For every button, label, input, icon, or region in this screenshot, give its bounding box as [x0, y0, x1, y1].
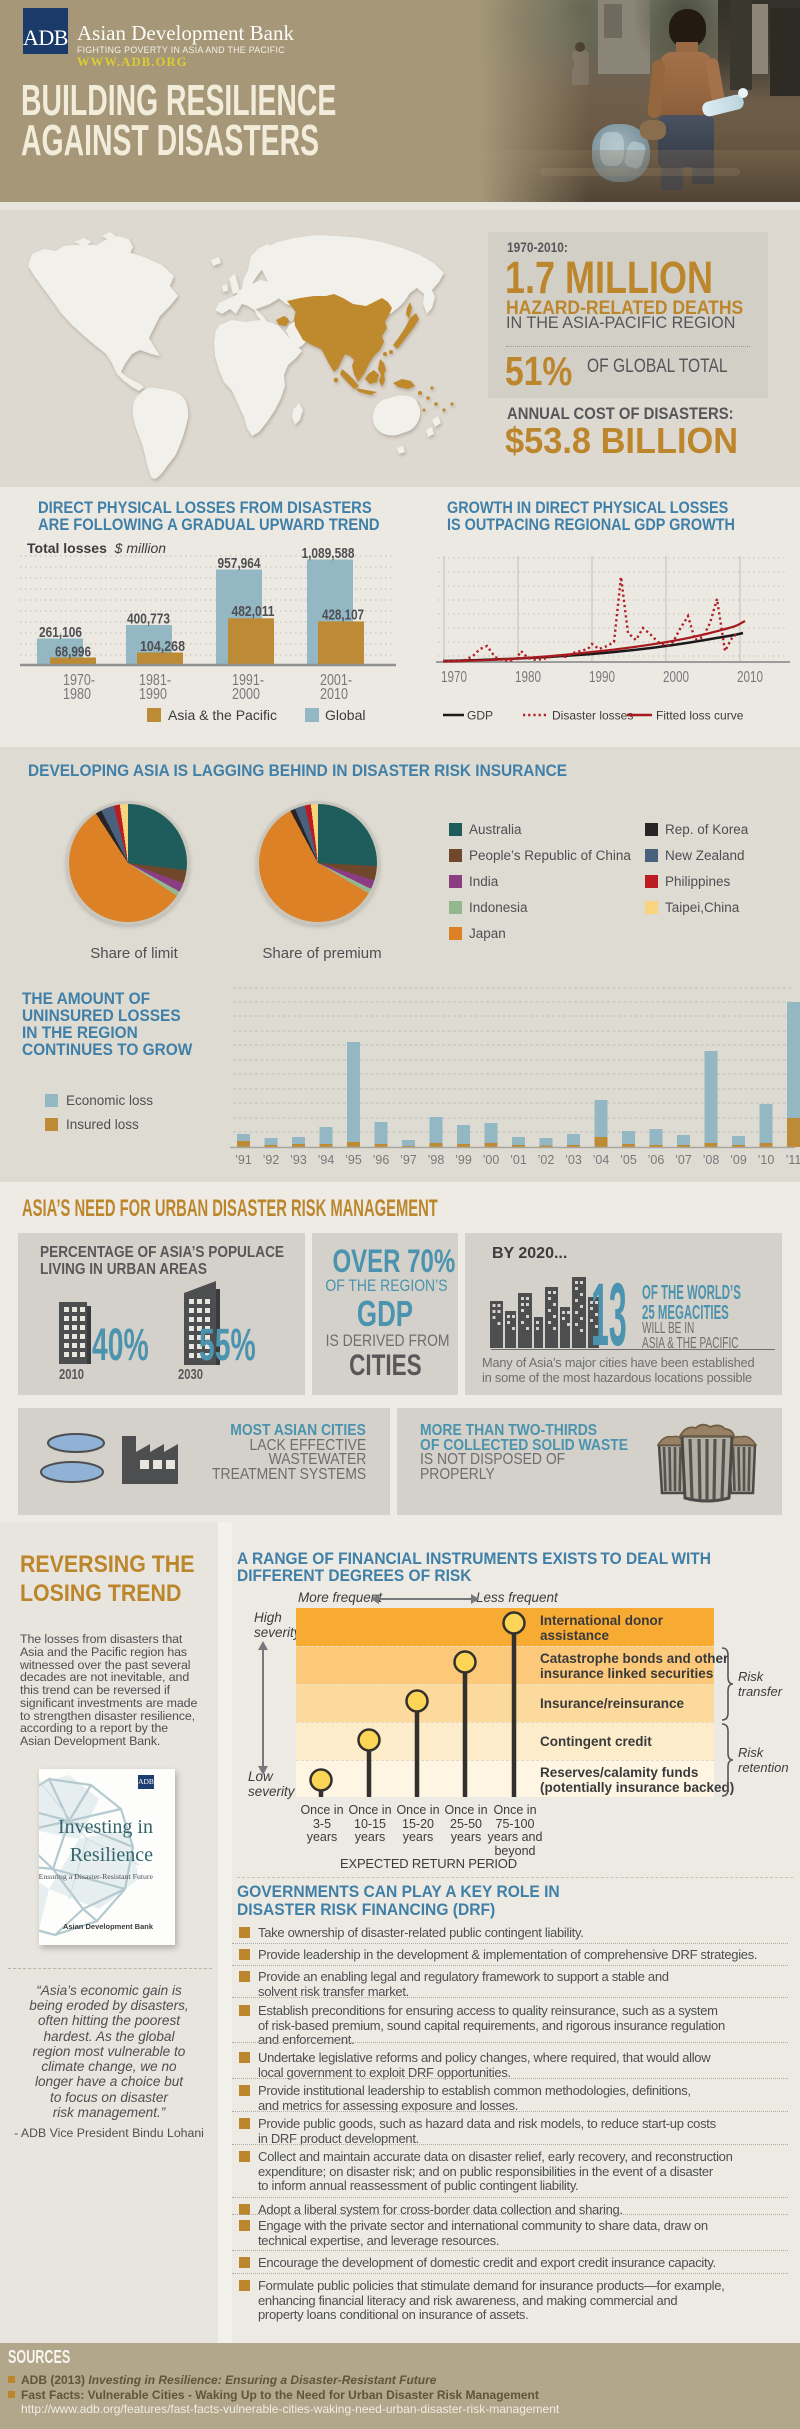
svg-text:1,089,588: 1,089,588 — [302, 546, 355, 562]
svg-text:1970-: 1970- — [63, 672, 95, 689]
svg-text:’04: ’04 — [593, 1153, 610, 1167]
svg-text:1980: 1980 — [515, 669, 541, 686]
svg-text:’97: ’97 — [400, 1153, 417, 1167]
svg-text:’98: ’98 — [428, 1153, 445, 1167]
svg-text:Disaster losses: Disaster losses — [552, 709, 633, 723]
svg-text:2010: 2010 — [737, 669, 763, 686]
svg-text:Global: Global — [325, 707, 365, 723]
svg-text:’01: ’01 — [510, 1153, 527, 1167]
svg-text:’00: ’00 — [483, 1153, 500, 1167]
svg-text:104,268: 104,268 — [140, 639, 185, 655]
svg-text:’94: ’94 — [318, 1153, 335, 1167]
svg-text:’02: ’02 — [538, 1153, 555, 1167]
svg-text:1990: 1990 — [589, 669, 615, 686]
svg-text:’06: ’06 — [648, 1153, 665, 1167]
svg-text:’93: ’93 — [290, 1153, 307, 1167]
svg-text:261,106: 261,106 — [39, 625, 82, 641]
svg-text:68,996: 68,996 — [55, 645, 91, 661]
svg-text:957,964: 957,964 — [218, 556, 261, 572]
svg-text:2000: 2000 — [232, 686, 260, 703]
svg-text:’05: ’05 — [620, 1153, 637, 1167]
svg-text:’95: ’95 — [345, 1153, 362, 1167]
svg-text:1991-: 1991- — [232, 672, 264, 689]
svg-text:Asia & the Pacific: Asia & the Pacific — [168, 707, 277, 723]
svg-text:’96: ’96 — [373, 1153, 390, 1167]
svg-text:GDP: GDP — [467, 709, 493, 723]
svg-text:400,773: 400,773 — [127, 612, 170, 628]
svg-text:2000: 2000 — [663, 669, 689, 686]
svg-text:1990: 1990 — [139, 686, 167, 703]
svg-text:’08: ’08 — [703, 1153, 720, 1167]
svg-text:’03: ’03 — [565, 1153, 582, 1167]
svg-text:’99: ’99 — [455, 1153, 472, 1167]
svg-text:’91: ’91 — [235, 1153, 252, 1167]
svg-text:’92: ’92 — [263, 1153, 280, 1167]
svg-text:428,107: 428,107 — [322, 608, 364, 624]
svg-text:2010: 2010 — [320, 686, 348, 703]
svg-text:2001-: 2001- — [320, 672, 352, 689]
svg-text:’09: ’09 — [730, 1153, 747, 1167]
svg-text:Fitted loss curve: Fitted loss curve — [656, 709, 744, 723]
svg-text:482,011: 482,011 — [232, 604, 275, 620]
svg-text:’07: ’07 — [675, 1153, 692, 1167]
svg-text:’10: ’10 — [758, 1153, 775, 1167]
svg-text:1970: 1970 — [441, 669, 467, 686]
svg-text:’11: ’11 — [786, 1153, 800, 1167]
svg-text:1980: 1980 — [63, 686, 91, 703]
svg-text:1981-: 1981- — [139, 672, 171, 689]
